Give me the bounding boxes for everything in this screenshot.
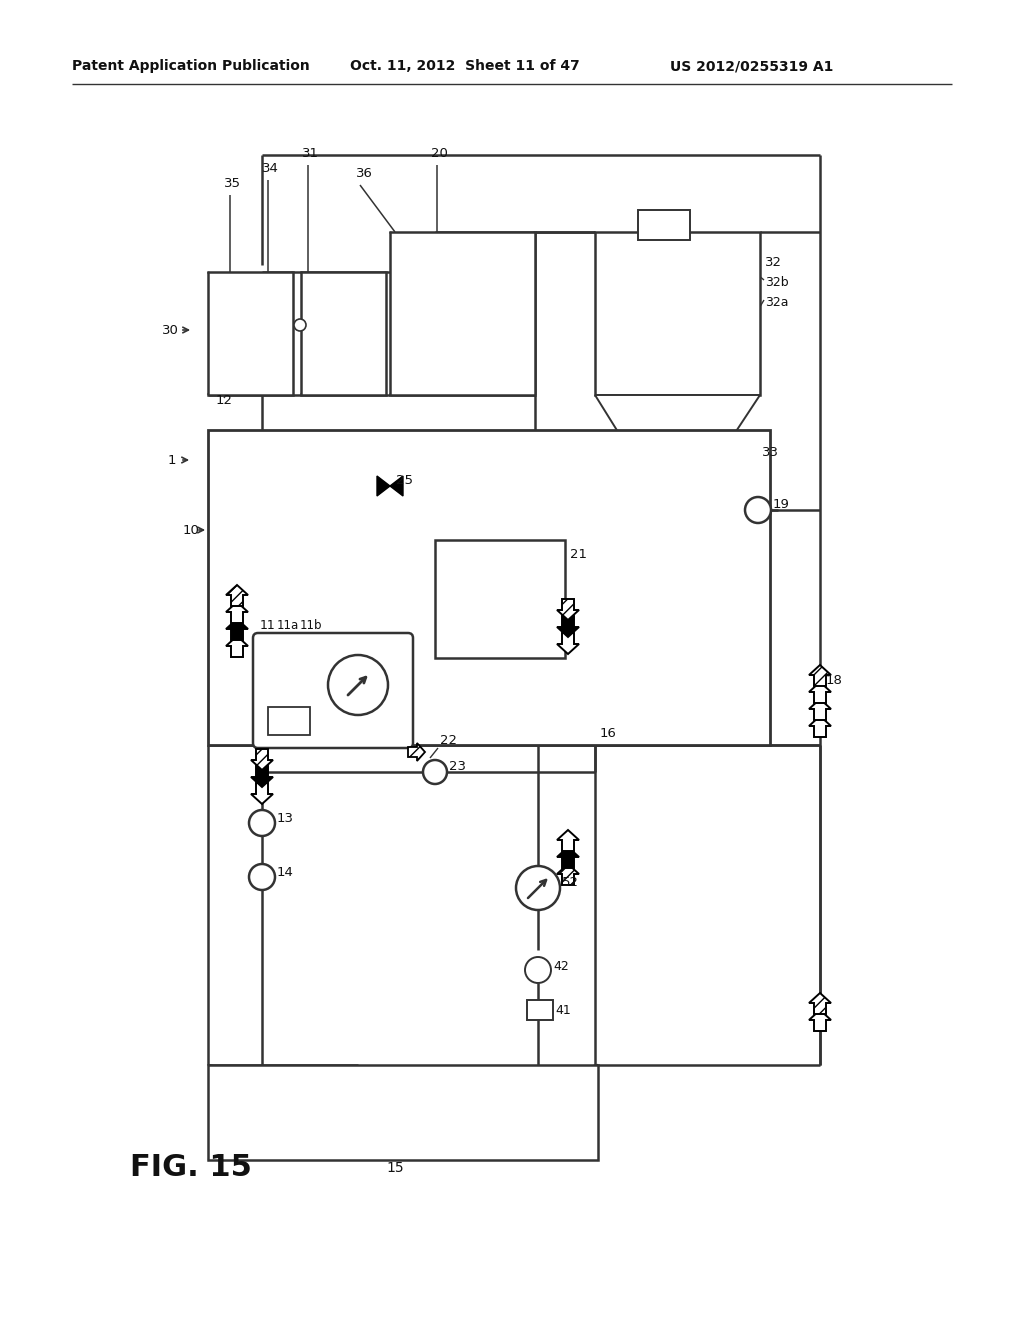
- Text: 30: 30: [162, 323, 179, 337]
- Text: FIG. 15: FIG. 15: [130, 1154, 252, 1183]
- Text: 11a: 11a: [278, 619, 299, 632]
- Polygon shape: [557, 830, 579, 851]
- Polygon shape: [251, 748, 273, 770]
- Circle shape: [525, 957, 551, 983]
- Bar: [390, 232, 535, 395]
- FancyBboxPatch shape: [253, 634, 413, 748]
- Text: 31: 31: [302, 147, 319, 160]
- Bar: [208, 430, 770, 744]
- Polygon shape: [809, 682, 831, 704]
- Circle shape: [423, 760, 447, 784]
- Text: 22: 22: [440, 734, 457, 747]
- Text: 32a: 32a: [765, 296, 788, 309]
- Circle shape: [516, 866, 560, 909]
- Polygon shape: [226, 602, 248, 623]
- Polygon shape: [408, 743, 425, 762]
- Text: 42: 42: [553, 960, 568, 973]
- Polygon shape: [557, 616, 579, 638]
- Circle shape: [294, 319, 306, 331]
- Text: 16: 16: [600, 727, 616, 741]
- Text: 32b: 32b: [765, 276, 788, 289]
- Circle shape: [249, 810, 275, 836]
- Text: 14: 14: [278, 866, 294, 879]
- Text: US 2012/0255319 A1: US 2012/0255319 A1: [670, 59, 834, 73]
- Bar: [301, 272, 386, 395]
- Polygon shape: [809, 993, 831, 1014]
- Text: 19: 19: [773, 499, 790, 511]
- Text: 12: 12: [216, 395, 233, 408]
- Text: 35: 35: [224, 177, 241, 190]
- Polygon shape: [809, 700, 831, 719]
- Polygon shape: [226, 585, 248, 606]
- Polygon shape: [226, 636, 248, 657]
- Text: 21: 21: [570, 549, 587, 561]
- Text: Patent Application Publication: Patent Application Publication: [72, 59, 309, 73]
- Polygon shape: [809, 665, 831, 686]
- Text: 15: 15: [386, 1162, 403, 1175]
- Polygon shape: [809, 1010, 831, 1031]
- Text: 32: 32: [765, 256, 782, 268]
- Text: 33: 33: [762, 446, 779, 459]
- Text: 1: 1: [168, 454, 176, 466]
- Text: 13: 13: [278, 812, 294, 825]
- Polygon shape: [377, 477, 390, 496]
- Text: 10: 10: [183, 524, 200, 536]
- Text: 18: 18: [826, 673, 843, 686]
- Polygon shape: [251, 783, 273, 804]
- Text: 11b: 11b: [300, 619, 323, 632]
- Bar: [527, 1001, 553, 1020]
- Text: 34: 34: [262, 162, 279, 176]
- Polygon shape: [557, 865, 579, 884]
- Circle shape: [249, 865, 275, 890]
- Polygon shape: [390, 477, 403, 496]
- Text: 20: 20: [431, 147, 447, 160]
- Bar: [595, 232, 760, 395]
- Bar: [208, 272, 293, 395]
- Text: 25: 25: [396, 474, 413, 487]
- Bar: [435, 540, 565, 657]
- Polygon shape: [226, 619, 248, 640]
- Text: 11: 11: [260, 619, 275, 632]
- Bar: [638, 210, 690, 240]
- Text: 52: 52: [562, 875, 579, 888]
- Polygon shape: [557, 599, 579, 620]
- Polygon shape: [251, 766, 273, 787]
- Text: 36: 36: [356, 168, 373, 180]
- Bar: [268, 708, 310, 735]
- Circle shape: [745, 498, 771, 523]
- Polygon shape: [809, 715, 831, 737]
- Polygon shape: [595, 395, 760, 447]
- Text: 41: 41: [555, 1003, 570, 1016]
- Polygon shape: [557, 847, 579, 869]
- Circle shape: [328, 655, 388, 715]
- Polygon shape: [557, 634, 579, 653]
- Bar: [208, 1065, 598, 1160]
- Text: 23: 23: [449, 760, 466, 774]
- Text: Oct. 11, 2012  Sheet 11 of 47: Oct. 11, 2012 Sheet 11 of 47: [350, 59, 580, 73]
